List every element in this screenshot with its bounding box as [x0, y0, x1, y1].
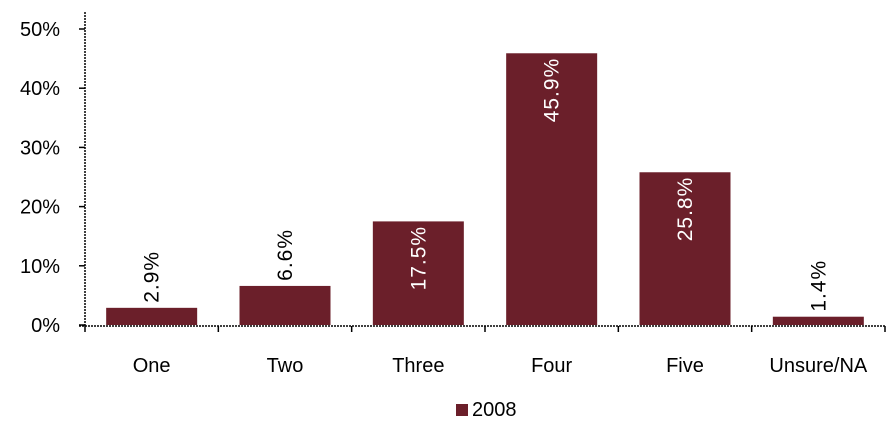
bar-four — [506, 53, 598, 325]
bar-five — [639, 172, 731, 325]
y-tick-label: 30% — [20, 137, 60, 159]
x-tick-label: One — [133, 355, 171, 377]
data-label: 17.5% — [407, 226, 430, 291]
data-label: 1.4% — [807, 260, 830, 312]
y-tick-label: 10% — [20, 256, 60, 278]
bar-one — [106, 307, 198, 325]
bar-unsure-na — [772, 316, 864, 325]
y-tick-label: 40% — [20, 78, 60, 100]
data-label: 25.8% — [674, 177, 697, 242]
y-tick-label: 0% — [31, 315, 60, 337]
data-label: 2.9% — [141, 251, 164, 303]
data-label: 45.9% — [541, 58, 564, 123]
y-tick-label: 20% — [20, 197, 60, 219]
legend-label: 2008 — [472, 399, 517, 421]
bar-three — [372, 221, 464, 325]
x-tick-label: Five — [666, 355, 704, 377]
legend-swatch — [456, 404, 468, 416]
bar-two — [239, 285, 331, 325]
y-tick-label: 50% — [20, 19, 60, 41]
x-tick-label: Unsure/NA — [769, 355, 867, 377]
data-label: 6.6% — [274, 229, 297, 281]
x-tick-label: Three — [392, 355, 444, 377]
x-tick-label: Two — [267, 355, 304, 377]
x-tick-label: Four — [531, 355, 572, 377]
